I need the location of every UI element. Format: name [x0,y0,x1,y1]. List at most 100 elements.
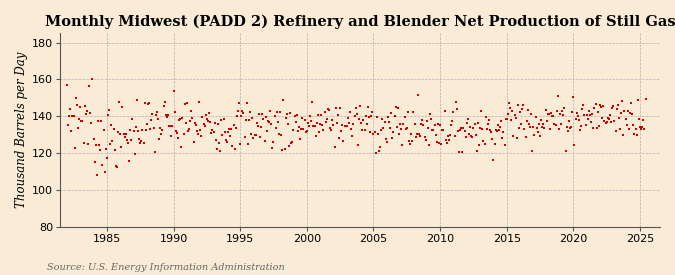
Point [326,128,337,132]
Point [593,124,604,128]
Point [566,125,576,129]
Point [182,101,192,105]
Point [307,100,318,104]
Point [221,139,232,144]
Point [242,101,252,105]
Point [269,114,280,119]
Point [256,125,267,129]
Point [491,129,502,133]
Point [377,117,387,121]
Point [78,141,89,145]
Point [186,109,196,114]
Point [124,159,134,164]
Point [352,143,363,147]
Point [99,169,110,174]
Point [328,123,339,127]
Point [321,117,332,121]
Point [151,109,162,114]
Point [596,105,607,109]
Point [237,109,248,113]
Point [80,112,91,116]
Point [390,104,401,109]
Point [591,126,602,130]
Point [556,122,566,126]
Point [593,110,603,114]
Point [405,142,416,146]
Point [277,148,288,152]
Point [459,129,470,133]
Point [634,117,645,121]
Point [169,110,180,114]
Point [626,101,637,105]
Point [548,114,559,119]
Point [526,112,537,117]
Point [433,121,443,126]
Point [634,125,645,129]
Point [168,89,179,93]
Point [74,117,84,122]
Point [87,77,98,81]
Point [571,111,582,115]
Point [554,127,564,131]
Point [245,110,256,114]
Point [507,109,518,113]
Point [535,134,545,138]
Point [522,108,533,112]
Point [481,127,492,131]
Point [142,101,153,106]
Point [240,118,251,123]
Point [629,132,640,136]
Point [261,115,271,119]
Point [108,127,119,131]
Point [490,128,501,132]
Point [508,134,519,138]
Point [254,134,265,139]
Point [388,130,399,134]
Point [486,130,497,134]
Point [275,110,286,114]
Point [414,132,425,136]
Point [417,118,428,122]
Point [562,124,572,129]
Point [281,112,292,116]
Point [364,130,375,134]
Point [421,138,431,142]
Point [478,139,489,143]
Point [381,140,392,144]
Point [170,128,181,133]
Point [462,117,473,121]
Point [551,109,562,113]
Point [318,128,329,132]
Point [252,124,263,129]
Point [292,128,303,133]
Point [101,156,112,160]
Point [427,128,437,132]
Point [75,105,86,109]
Point [67,114,78,118]
Point [130,125,141,129]
Point [433,141,444,145]
Point [562,129,573,133]
Point [197,115,208,119]
Point [217,133,227,137]
Point [414,133,425,138]
Point [142,122,153,126]
Point [261,129,272,133]
Point [455,128,466,132]
Point [290,120,301,124]
Point [400,126,411,131]
Point [622,109,633,113]
Point [581,113,592,117]
Point [373,148,384,153]
Point [230,126,241,130]
Point [519,127,530,131]
Point [399,115,410,119]
Point [549,122,560,127]
Point [104,108,115,112]
Point [148,126,159,130]
Point [173,117,184,122]
Point [387,136,398,140]
Point [123,141,134,145]
Point [587,112,597,116]
Point [116,145,127,149]
